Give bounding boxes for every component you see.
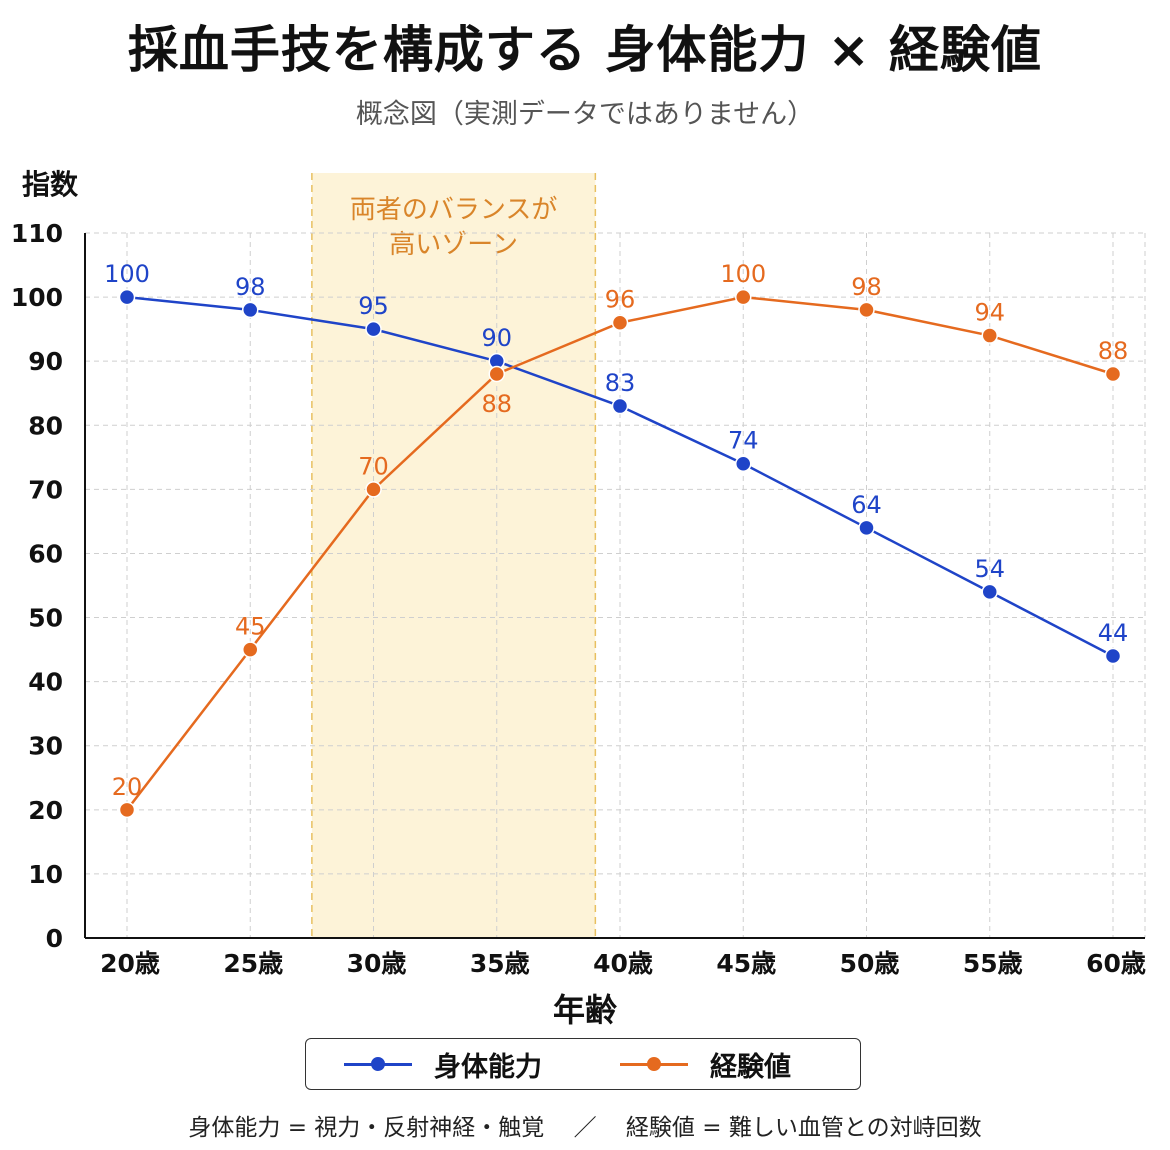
- physical-point: [365, 320, 382, 338]
- physical-point: [242, 301, 259, 319]
- x-tick-label: 40歳: [593, 949, 653, 978]
- physical-point: [611, 397, 629, 415]
- x-tick-label: 50歳: [840, 949, 900, 978]
- y-axis-label: 指数: [22, 168, 79, 201]
- x-tick-label: 35歳: [470, 949, 530, 978]
- experience-data-label: 100: [720, 260, 766, 288]
- physical-data-label: 95: [358, 292, 389, 320]
- y-tick-label: 0: [46, 924, 63, 953]
- chart-title: 採血手技を構成する 身体能力 × 経験値: [127, 21, 1043, 79]
- physical-data-label: 98: [235, 273, 266, 301]
- experience-point: [488, 365, 505, 383]
- highlight-zone-fill: [311, 173, 596, 938]
- experience-data-label: 70: [358, 452, 389, 480]
- y-tick-label: 100: [11, 283, 63, 312]
- experience-point: [1104, 365, 1122, 383]
- physical-point: [735, 455, 752, 472]
- physical-data-label: 44: [1098, 619, 1129, 647]
- experience-point: [858, 301, 875, 319]
- experience-point: [118, 801, 136, 819]
- y-tick-label: 90: [28, 347, 63, 376]
- footnote: 身体能力 = 視力・反射神経・触覚 ／ 経験値 = 難しい血管との対峙回数: [0, 1108, 1170, 1142]
- y-tick-label: 80: [28, 411, 63, 440]
- physical-data-label: 90: [481, 324, 512, 352]
- y-tick-label: 70: [28, 475, 63, 504]
- x-tick-label: 60歳: [1086, 949, 1146, 978]
- x-tick-label: 25歳: [223, 949, 283, 978]
- x-tick-label: 55歳: [963, 949, 1023, 978]
- y-tick-label: 40: [28, 668, 63, 697]
- physical-point: [858, 519, 875, 537]
- physical-data-label: 54: [974, 555, 1005, 583]
- axes: [84, 233, 1145, 939]
- experience-data-label: 88: [1098, 337, 1129, 365]
- y-tick-label: 10: [28, 860, 63, 889]
- physical-point: [118, 288, 136, 306]
- y-tick-labels: 0 10 20 30 40 50 60 70 80 90 100 110: [11, 219, 63, 953]
- footnote-physical-definition: 身体能力 = 視力・反射神経・触覚: [188, 1115, 545, 1141]
- experience-data-label: 94: [974, 299, 1005, 327]
- y-tick-label: 50: [28, 604, 63, 633]
- highlight-zone-label-line: 高いゾーン: [389, 230, 518, 260]
- footnote-separator: ／: [573, 1115, 597, 1141]
- experience-point: [611, 314, 629, 331]
- experience-data-label: 88: [481, 390, 512, 418]
- legend-swatch-physical: [344, 1054, 412, 1074]
- experience-point: [981, 327, 998, 344]
- grid-lines: [85, 232, 1146, 938]
- legend-label-experience: 経験値: [710, 1051, 791, 1083]
- x-tick-labels: 20歳 25歳 30歳 35歳 40歳 45歳 50歳 55歳 60歳: [100, 949, 1146, 978]
- legend-label-physical: 身体能力: [434, 1051, 542, 1083]
- data-labels: 100 98 95 90 83 74 64 54 44 20 45 70 88 96 100 98 94 88: [104, 260, 1128, 801]
- experience-point: [365, 481, 382, 498]
- x-tick-label: 45歳: [716, 949, 776, 978]
- y-tick-label: 60: [28, 539, 63, 568]
- physical-data-label: 64: [851, 491, 882, 519]
- x-axis-label: 年齢: [552, 991, 617, 1029]
- experience-point: [242, 641, 259, 658]
- y-tick-label: 20: [28, 796, 63, 825]
- highlight-zone-label-line: 両者のバランスが: [350, 195, 557, 225]
- y-tick-label: 110: [11, 219, 63, 248]
- y-tick-label: 30: [28, 732, 63, 761]
- physical-point: [1104, 647, 1122, 665]
- x-tick-label: 30歳: [347, 949, 407, 978]
- physical-point: [981, 583, 998, 601]
- chart-subtitle: 概念図（実測データではありません）: [355, 99, 815, 130]
- footnote-experience-definition: 経験値 = 難しい血管との対峙回数: [625, 1115, 982, 1141]
- experience-data-label: 98: [851, 273, 882, 301]
- physical-data-label: 100: [104, 260, 150, 288]
- legend-item-experience: 経験値: [620, 1045, 791, 1084]
- experience-data-label: 45: [235, 613, 266, 641]
- legend-swatch-experience: [620, 1054, 688, 1074]
- physical-data-label: 83: [605, 369, 636, 397]
- physical-data-label: 74: [728, 427, 759, 455]
- legend: 身体能力 経験値: [305, 1038, 861, 1090]
- series-lines: [118, 288, 1122, 819]
- experience-data-label: 20: [112, 773, 143, 801]
- experience-data-label: 96: [605, 286, 636, 314]
- experience-point: [735, 288, 752, 306]
- legend-item-physical: 身体能力: [344, 1045, 542, 1084]
- x-tick-label: 20歳: [100, 949, 160, 978]
